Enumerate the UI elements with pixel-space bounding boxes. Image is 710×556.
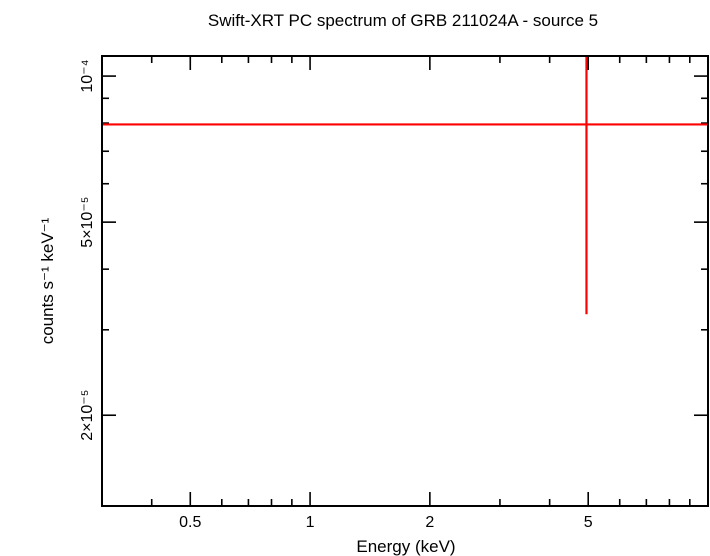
x-tick-label: 0.5	[179, 514, 201, 531]
x-tick-label: 5	[584, 514, 593, 531]
plot-frame	[101, 55, 709, 507]
chart-title: Swift-XRT PC spectrum of GRB 211024A - s…	[208, 11, 598, 30]
data-layer	[102, 56, 708, 315]
y-axis-label: counts s⁻¹ keV⁻¹	[38, 217, 57, 344]
axis-ticks	[101, 56, 709, 506]
x-axis-label: Energy (keV)	[356, 537, 455, 556]
y-tick-label: 2×10⁻⁵	[79, 390, 96, 441]
tick-labels: 0.5 1 2 5 10⁻⁴ 5×10⁻⁵ 2×10⁻⁵	[79, 59, 593, 531]
y-tick-label: 10⁻⁴	[79, 59, 96, 92]
y-tick-label: 5×10⁻⁵	[79, 197, 96, 248]
x-tick-label: 1	[306, 514, 315, 531]
x-tick-label: 2	[425, 514, 434, 531]
